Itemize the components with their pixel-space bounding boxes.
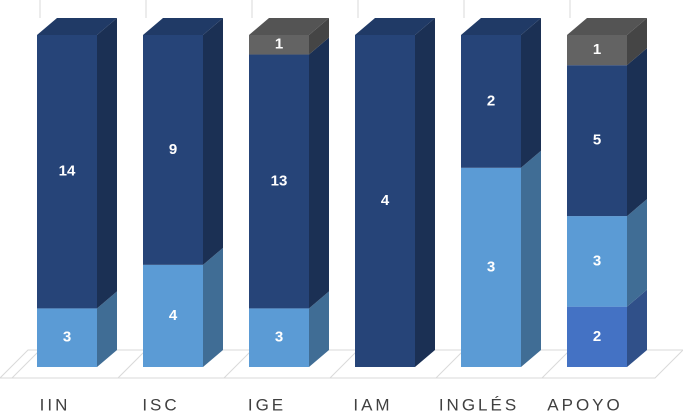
bar-side: [97, 291, 117, 367]
bar: [37, 35, 97, 309]
x-tick-label: IAM: [353, 395, 392, 414]
bar: [143, 35, 203, 265]
value-label: 3: [63, 329, 71, 346]
value-label: 3: [593, 252, 601, 269]
x-tick-label: INGLÉS: [439, 395, 519, 414]
bar: [461, 167, 521, 367]
value-label: 3: [275, 329, 283, 346]
bar: [249, 35, 309, 55]
value-label: 1: [275, 36, 283, 53]
bar-side: [97, 18, 117, 309]
value-label: 9: [169, 141, 177, 158]
x-tick-label: IIN: [40, 395, 71, 414]
bar: [249, 54, 309, 309]
value-label: 1: [593, 41, 601, 58]
x-tick-label: ISC: [142, 395, 179, 414]
bar: [37, 308, 97, 367]
bar-top: [37, 18, 117, 35]
bar: [567, 35, 627, 66]
value-label: 2: [593, 328, 601, 345]
value-label: 3: [487, 258, 495, 275]
bar-side: [203, 247, 223, 367]
bar: [567, 216, 627, 307]
bar-side: [415, 18, 435, 367]
x-tick-label: APOYO: [547, 395, 622, 414]
bar-top: [249, 18, 329, 35]
bar-side: [309, 291, 329, 367]
bar-top: [461, 18, 541, 35]
bar: [461, 35, 521, 168]
x-tick-label: IGE: [248, 395, 286, 414]
value-label: 4: [381, 192, 390, 209]
bar-side: [627, 48, 647, 217]
value-label: 13: [271, 172, 288, 189]
bar-top: [567, 18, 647, 35]
bar-side: [521, 150, 541, 367]
bar-side: [203, 18, 223, 265]
bar: [355, 35, 415, 367]
bar-side: [627, 289, 647, 367]
bar: [143, 264, 203, 367]
bar-top: [143, 18, 223, 35]
bar-side: [309, 18, 329, 55]
bar: [567, 306, 627, 367]
bar-side: [627, 18, 647, 66]
bar-side: [309, 37, 329, 309]
bar-side: [521, 18, 541, 168]
value-label: 14: [59, 163, 76, 180]
floor: [0, 0, 683, 379]
bar-side: [627, 199, 647, 307]
value-label: 2: [487, 92, 495, 109]
bar-top: [355, 18, 435, 35]
value-label: 5: [593, 132, 601, 149]
bar: [249, 308, 309, 367]
bar: [567, 65, 627, 217]
value-label: 4: [169, 307, 178, 324]
